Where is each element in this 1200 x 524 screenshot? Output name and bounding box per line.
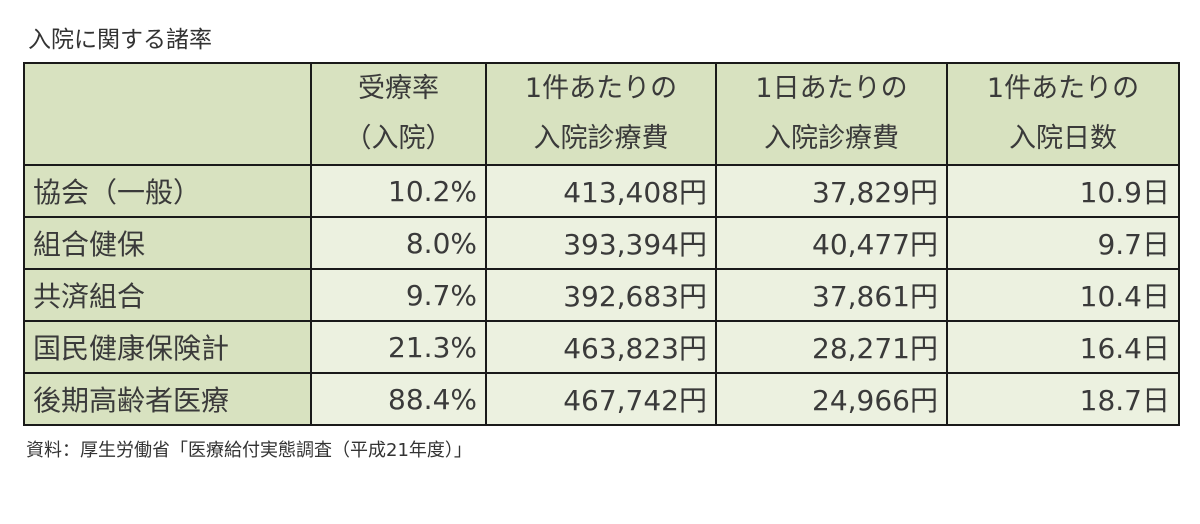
header-line: 1件あたりの xyxy=(524,73,678,104)
header-line: （入院） xyxy=(344,123,453,154)
row-label: 協会（一般） xyxy=(23,164,312,218)
rate-cell: 9.7% xyxy=(310,268,487,322)
days-per-case-cell: 16.4日 xyxy=(946,320,1180,374)
row-label: 共済組合 xyxy=(23,268,312,322)
days-per-case-cell: 18.7日 xyxy=(946,372,1180,426)
table-row: 組合健保 8.0% 393,394円 40,477円 9.7日 xyxy=(23,216,1180,270)
table-row: 協会（一般） 10.2% 413,408円 37,829円 10.9日 xyxy=(23,164,1180,218)
header-line: 入院診療費 xyxy=(764,123,899,154)
source-note: 資料：厚生労働省「医療給付実態調査（平成21年度）」 xyxy=(26,440,472,461)
cost-per-day-cell: 40,477円 xyxy=(715,216,948,270)
cost-per-day-cell: 37,829円 xyxy=(715,164,948,218)
header-line: 1件あたりの xyxy=(986,73,1140,104)
cost-per-case-cell: 392,683円 xyxy=(485,268,717,322)
page-title: 入院に関する諸率 xyxy=(28,27,212,53)
rate-cell: 8.0% xyxy=(310,216,487,270)
cost-per-case-cell: 413,408円 xyxy=(485,164,717,218)
table-row: 後期高齢者医療 88.4% 467,742円 24,966円 18.7日 xyxy=(23,372,1180,426)
header-corner-cell xyxy=(23,62,312,166)
table-row: 国民健康保険計 21.3% 463,823円 28,271円 16.4日 xyxy=(23,320,1180,374)
header-line: 入院診療費 xyxy=(533,123,669,154)
header-line: 入院日数 xyxy=(1009,123,1117,154)
table-header-row: 受療率 （入院） 1件あたりの 入院診療費 1日あたりの 入院診療費 1件あたり… xyxy=(23,62,1180,166)
header-cost-per-case: 1件あたりの 入院診療費 xyxy=(485,62,717,166)
cost-per-case-cell: 467,742円 xyxy=(485,372,717,426)
rate-cell: 21.3% xyxy=(310,320,487,374)
header-line: 受療率 xyxy=(358,73,439,104)
header-days-per-case: 1件あたりの 入院日数 xyxy=(946,62,1180,166)
cost-per-day-cell: 24,966円 xyxy=(715,372,948,426)
header-line: 1日あたりの xyxy=(755,73,908,104)
row-label: 後期高齢者医療 xyxy=(23,372,312,426)
cost-per-case-cell: 463,823円 xyxy=(485,320,717,374)
rate-cell: 10.2% xyxy=(310,164,487,218)
hospitalization-rates-table: 受療率 （入院） 1件あたりの 入院診療費 1日あたりの 入院診療費 1件あたり… xyxy=(23,62,1180,426)
cost-per-case-cell: 393,394円 xyxy=(485,216,717,270)
rate-cell: 88.4% xyxy=(310,372,487,426)
header-rate: 受療率 （入院） xyxy=(310,62,487,166)
table-row: 共済組合 9.7% 392,683円 37,861円 10.4日 xyxy=(23,268,1180,322)
days-per-case-cell: 9.7日 xyxy=(946,216,1180,270)
cost-per-day-cell: 37,861円 xyxy=(715,268,948,322)
days-per-case-cell: 10.9日 xyxy=(946,164,1180,218)
row-label: 国民健康保険計 xyxy=(23,320,312,374)
days-per-case-cell: 10.4日 xyxy=(946,268,1180,322)
header-cost-per-day: 1日あたりの 入院診療費 xyxy=(715,62,948,166)
cost-per-day-cell: 28,271円 xyxy=(715,320,948,374)
row-label: 組合健保 xyxy=(23,216,312,270)
